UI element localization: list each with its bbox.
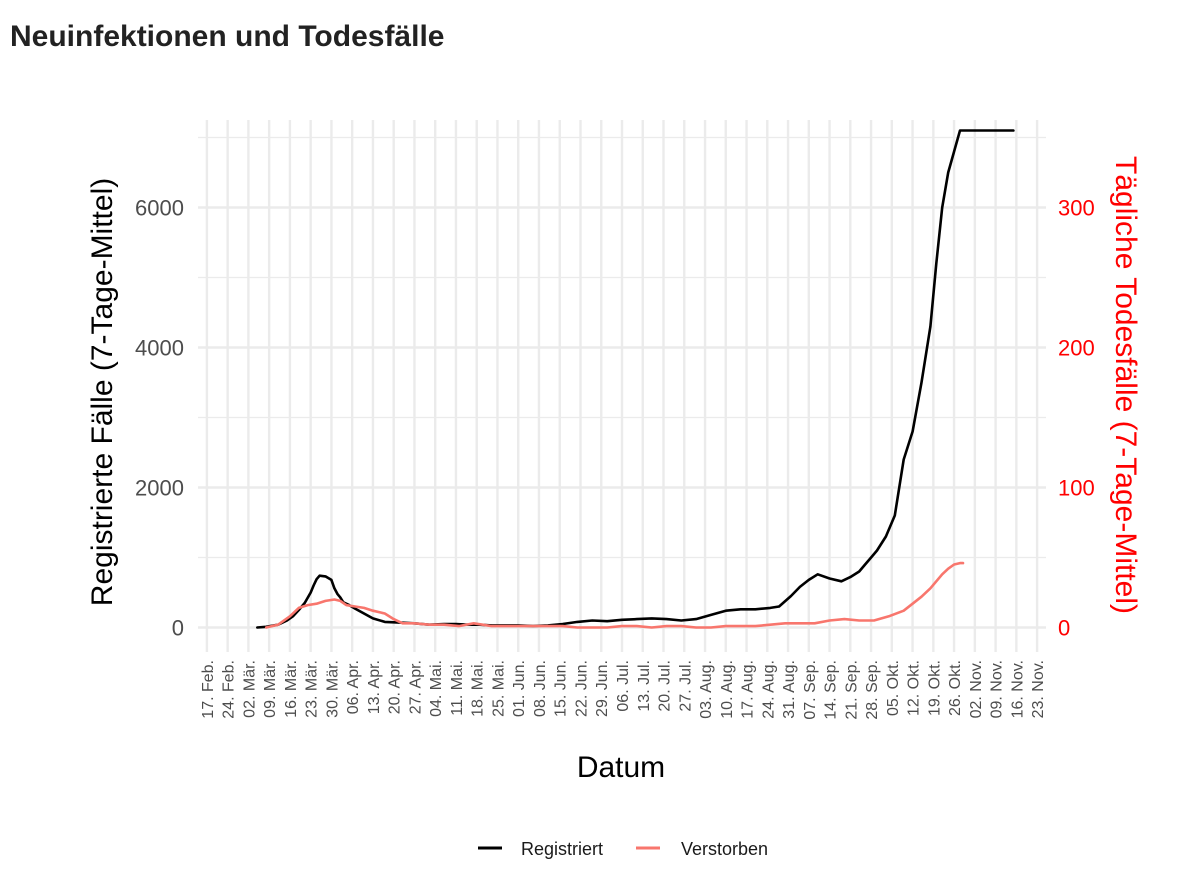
- x-tick-label: 01. Jun.: [511, 660, 528, 717]
- x-tick-label: 16. Nov.: [1009, 660, 1026, 718]
- x-tick-label: 17. Feb.: [200, 660, 217, 719]
- x-tick-label: 11. Mai.: [449, 660, 466, 716]
- x-tick-label: 09. Nov.: [989, 660, 1006, 718]
- page-title: Neuinfektionen und Todesfälle: [10, 20, 445, 53]
- series-line-registriert: [255, 129, 1015, 629]
- y-tick-label-right: 0: [1058, 616, 1070, 641]
- x-tick-label: 18. Mai.: [470, 660, 487, 717]
- x-tick-label: 07. Sep.: [802, 660, 819, 720]
- x-tick-label: 05. Okt.: [885, 660, 902, 716]
- x-tick-label: 19. Okt.: [926, 660, 943, 716]
- x-tick-label: 06. Jul.: [615, 660, 632, 712]
- x-tick-label: 23. Nov.: [1030, 660, 1047, 718]
- y-axis-title-right: Tägliche Todesfälle (7-Tage-Mittel): [1109, 156, 1142, 614]
- x-tick-label: 09. Mär.: [262, 660, 279, 718]
- x-tick-label: 12. Okt.: [906, 660, 923, 716]
- series-line-verstorben: [264, 561, 965, 629]
- x-tick-label: 03. Aug.: [698, 660, 715, 719]
- x-tick-label: 02. Mär.: [241, 660, 258, 718]
- x-tick-label: 14. Sep.: [823, 660, 840, 720]
- y-tick-label-left: 2000: [135, 476, 184, 501]
- x-tick-label: 26. Okt.: [947, 660, 964, 716]
- legend: Registriert Verstorben: [478, 839, 768, 859]
- x-tick-label: 10. Aug.: [719, 660, 736, 719]
- x-tick-label: 16. Mär.: [283, 660, 300, 718]
- y-tick-label-right: 300: [1058, 196, 1095, 221]
- x-tick-label: 20. Jul.: [657, 660, 674, 712]
- right-axis: 0 100 200 300: [1058, 196, 1095, 641]
- x-tick-label: 31. Aug.: [781, 660, 798, 719]
- y-tick-label-left: 0: [172, 616, 184, 641]
- x-tick-label: 06. Apr.: [345, 660, 362, 714]
- x-tick-label: 02. Nov.: [968, 660, 985, 718]
- x-tick-label: 13. Jul.: [636, 660, 653, 712]
- legend-label-registriert: Registriert: [521, 839, 603, 859]
- x-tick-label: 21. Sep.: [843, 660, 860, 720]
- x-tick-label: 23. Mär.: [304, 660, 321, 718]
- x-tick-label: 13. Apr.: [366, 660, 383, 714]
- x-tick-label: 30. Mär.: [324, 660, 341, 718]
- x-tick-label: 27. Apr.: [407, 660, 424, 714]
- y-axis-title-left: Registrierte Fälle (7-Tage-Mittel): [86, 178, 119, 606]
- x-tick-label: 08. Jun.: [532, 660, 549, 717]
- x-tick-label: 15. Jun.: [553, 660, 570, 717]
- y-tick-label-left: 6000: [135, 196, 184, 221]
- x-tick-label: 20. Apr.: [387, 660, 404, 714]
- x-tick-label: 04. Mai.: [428, 660, 445, 717]
- left-axis: 0 2000 4000 6000: [135, 196, 184, 641]
- y-tick-label-right: 200: [1058, 336, 1095, 361]
- x-tick-label: 28. Sep.: [864, 660, 881, 720]
- legend-label-verstorben: Verstorben: [681, 839, 768, 859]
- x-tick-label: 24. Aug.: [760, 660, 777, 719]
- x-tick-label: 27. Jul.: [677, 660, 694, 712]
- grid-layer: [198, 120, 1046, 652]
- x-tick-label: 24. Feb.: [221, 660, 238, 719]
- y-tick-label-right: 100: [1058, 476, 1095, 501]
- series-layer: [255, 129, 1015, 629]
- x-axis: 17. Feb. 24. Feb. 02. Mär. 09. Mär. 16. Mär.…: [200, 660, 1047, 720]
- x-tick-label: 29. Jun.: [594, 660, 611, 717]
- y-tick-label-left: 4000: [135, 336, 184, 361]
- x-tick-label: 17. Aug.: [740, 660, 757, 719]
- x-tick-label: 25. Mai.: [490, 660, 507, 717]
- x-axis-title: Datum: [577, 751, 665, 784]
- x-tick-label: 22. Jun.: [573, 660, 590, 717]
